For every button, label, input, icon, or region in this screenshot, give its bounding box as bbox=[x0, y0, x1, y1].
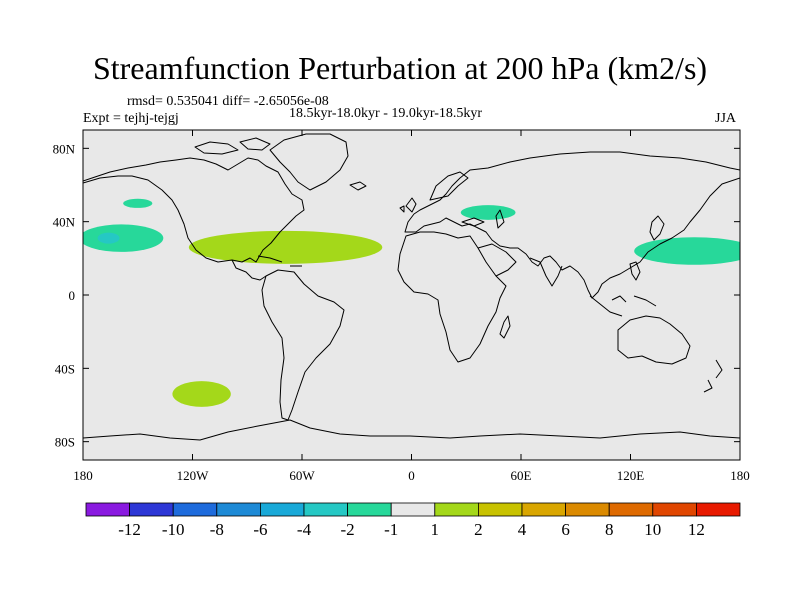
coast-india bbox=[529, 257, 563, 287]
coast-se-asia-islands bbox=[589, 215, 665, 317]
colorbar-swatch bbox=[608, 502, 654, 517]
coast-canadian-archipelago bbox=[194, 137, 271, 155]
colorbar: -12 -10 -8 -6 -4 -2 -1 1 2 4 6 8 10 12 bbox=[85, 502, 741, 539]
colorbar-label: -1 bbox=[384, 520, 398, 539]
colorbar-swatch bbox=[216, 502, 261, 517]
colorbar-label: -6 bbox=[253, 520, 267, 539]
x-tick-label: 120E bbox=[617, 468, 645, 483]
map-axes: 180 120W 60W 0 60E 120E 180 80N 40N 0 40S 80S bbox=[53, 130, 750, 483]
colorbar-swatch bbox=[347, 502, 392, 517]
coast-black-caspian bbox=[461, 209, 505, 229]
colorbar-label: -12 bbox=[118, 520, 141, 539]
coast-caribbean bbox=[257, 255, 302, 267]
x-tick-label: 180 bbox=[730, 468, 750, 483]
period-label: 18.5kyr-18.0kyr - 19.0kyr-18.5kyr bbox=[289, 106, 483, 121]
y-tick-label: 80S bbox=[55, 435, 75, 450]
colorbar-swatch bbox=[303, 502, 348, 517]
coast-scandinavia bbox=[429, 171, 469, 201]
y-tick-label: 40S bbox=[55, 361, 75, 376]
coast-eurasia bbox=[404, 151, 740, 299]
colorbar-label: 2 bbox=[474, 520, 483, 539]
anomaly-layer bbox=[83, 198, 740, 407]
anomaly-neg-west-pacific bbox=[634, 237, 740, 265]
coast-australia bbox=[617, 315, 691, 365]
coastlines bbox=[83, 133, 740, 441]
coast-antarctica bbox=[83, 419, 740, 441]
plot-title: Streamfunction Perturbation at 200 hPa (… bbox=[92, 50, 708, 86]
anomaly-neg-pacific-ne bbox=[83, 224, 164, 252]
colorbar-swatch bbox=[259, 502, 305, 517]
coast-greenland bbox=[269, 133, 349, 191]
anomaly-neg-pacific-n-small bbox=[123, 198, 153, 208]
season-label: JJA bbox=[715, 111, 737, 126]
colorbar-swatch bbox=[652, 502, 697, 517]
colorbar-swatch bbox=[129, 502, 174, 517]
x-tick-label: 60W bbox=[289, 468, 315, 483]
stats-text: rmsd= 0.535041 diff= -2.65056e-08 bbox=[127, 94, 329, 109]
anomaly-pos-north-atlantic bbox=[188, 230, 383, 264]
colorbar-swatch bbox=[696, 502, 741, 517]
colorbar-label: 6 bbox=[561, 520, 570, 539]
colorbar-label: -2 bbox=[341, 520, 355, 539]
colorbar-label: -8 bbox=[210, 520, 224, 539]
y-tick-label: 0 bbox=[69, 288, 76, 303]
colorbar-label: 12 bbox=[688, 520, 705, 539]
colorbar-label: -4 bbox=[297, 520, 312, 539]
coast-central-america bbox=[231, 259, 267, 281]
map-background bbox=[83, 130, 740, 460]
x-tick-label: 0 bbox=[408, 468, 415, 483]
coast-north-america bbox=[83, 157, 305, 263]
colorbar-swatch bbox=[390, 502, 436, 517]
y-tick-label: 80N bbox=[53, 141, 76, 156]
coast-africa bbox=[397, 231, 507, 363]
x-tick-label: 60E bbox=[511, 468, 532, 483]
colorbar-swatch bbox=[521, 502, 566, 517]
anomaly-neg-eastern-europe bbox=[460, 205, 516, 220]
anomaly-pos-south-pacific bbox=[172, 381, 231, 407]
coast-arabia bbox=[477, 243, 517, 277]
colorbar-swatch bbox=[477, 502, 523, 517]
coast-south-america bbox=[261, 269, 345, 421]
colorbar-swatch bbox=[172, 502, 218, 517]
coast-british-isles bbox=[399, 197, 417, 213]
x-tick-label: 120W bbox=[177, 468, 210, 483]
colorbar-swatch bbox=[434, 502, 479, 517]
coast-iceland bbox=[349, 181, 367, 191]
colorbar-swatch bbox=[565, 502, 610, 517]
y-tick-label: 40N bbox=[53, 215, 76, 230]
colorbar-label: -10 bbox=[162, 520, 185, 539]
colorbar-swatch bbox=[85, 502, 130, 517]
colorbar-label: 8 bbox=[605, 520, 614, 539]
colorbar-label: 1 bbox=[431, 520, 440, 539]
anomaly-neg-pacific-ne-core bbox=[97, 232, 120, 244]
coast-madagascar bbox=[499, 315, 511, 339]
experiment-label: Expt = tejhj-tejgj bbox=[83, 111, 179, 126]
coast-new-zealand bbox=[703, 359, 723, 393]
colorbar-label: 4 bbox=[518, 520, 527, 539]
colorbar-label: 10 bbox=[644, 520, 661, 539]
x-tick-label: 180 bbox=[73, 468, 93, 483]
